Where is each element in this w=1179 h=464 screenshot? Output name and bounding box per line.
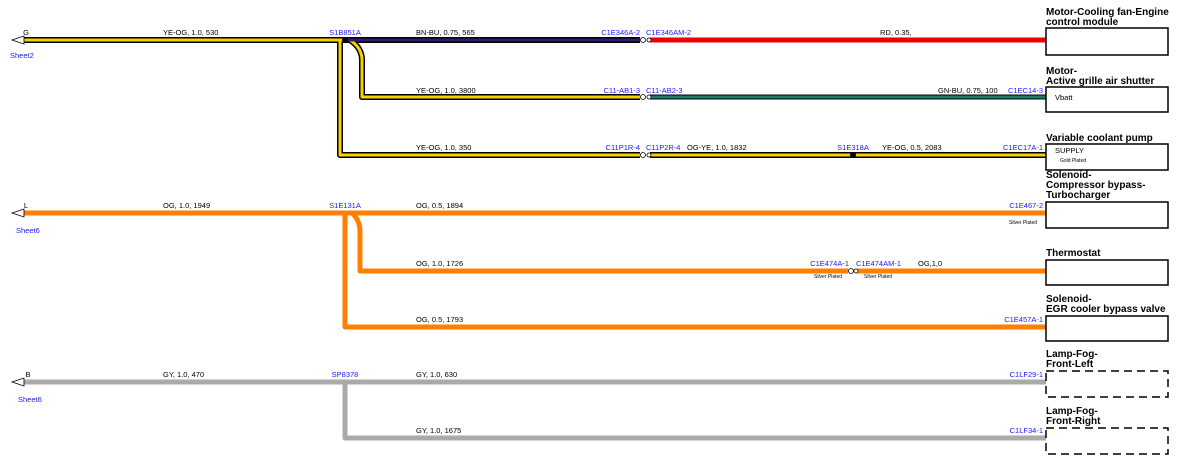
module-name: Variable coolant pump: [1046, 133, 1153, 144]
connector-label: C11-AB2-3: [646, 86, 683, 95]
connector-label: C1LF34-1: [1010, 426, 1043, 435]
connector-label: C1E346AM-2: [646, 28, 691, 37]
module-name: Motor-: [1046, 66, 1077, 77]
wire-label: BN-BU, 0.75, 565: [416, 28, 475, 37]
connector-label: C1LF29-1: [1010, 370, 1043, 379]
connector-label: C1E474A-1: [810, 259, 849, 268]
connector-label: C1E457A-1: [1004, 315, 1043, 324]
splice-label: SP8378: [332, 370, 359, 379]
connector-label: C1EC14-3: [1008, 86, 1043, 95]
sheet-ref: Sheet2: [10, 51, 34, 60]
module-name: Front-Left: [1046, 359, 1094, 370]
module-name: Thermostat: [1046, 248, 1101, 259]
module-name: Front-Right: [1046, 416, 1101, 427]
module-name: Active grille air shutter: [1046, 76, 1154, 87]
connector-label: C1EC17A-1: [1003, 143, 1043, 152]
module-name: Lamp-Fog-: [1046, 406, 1098, 417]
sheet-letter: B: [25, 370, 30, 379]
module-name: control module: [1046, 17, 1119, 28]
plating: Gold Plated: [1060, 158, 1086, 164]
splice-label: S1E131A: [329, 201, 361, 210]
plating: Silver Plated: [1009, 220, 1037, 226]
module-name: Motor-Cooling fan-Engine: [1046, 7, 1169, 18]
module-name: Solenoid-: [1046, 170, 1092, 181]
sheet-letter: L: [24, 201, 28, 210]
wire-label: YE-OG, 1.0, 530: [163, 28, 218, 37]
wire-grey: [22, 379, 1046, 441]
wire-label: GY, 1.0, 630: [416, 370, 457, 379]
sheet-arrow: [10, 35, 25, 387]
pin-label: Vbatt: [1055, 93, 1073, 102]
splice-label: S1E318A: [837, 143, 869, 152]
splice-dot: [850, 152, 856, 158]
connector-label: C1E346A-2: [601, 28, 640, 37]
splice-dot: [342, 37, 348, 43]
module-name: Compressor bypass-: [1046, 180, 1145, 191]
connector-label: C11P1R-4: [606, 143, 640, 152]
wire-label: GN-BU, 0.75, 100: [938, 86, 998, 95]
wire-label: YE-OG, 1.0, 3800: [416, 86, 476, 95]
wire-label: GY, 1.0, 1675: [416, 426, 461, 435]
wire-label: GY, 1.0, 470: [163, 370, 204, 379]
plating: Silver Plated: [814, 274, 842, 280]
wire-label: YE-OG, 1.0, 350: [416, 143, 471, 152]
wire-label: OG, 0.5, 1894: [416, 201, 463, 210]
module-boxes: [1045, 27, 1169, 455]
wire-yellow: [22, 38, 1046, 157]
splice-label: S1B851A: [329, 28, 361, 37]
wire-label: OG-YE, 1.0, 1832: [687, 143, 747, 152]
connector-label: C1E474AM-1: [856, 259, 901, 268]
wire-label: YE-OG, 0.5, 2083: [882, 143, 942, 152]
wire-label: RD, 0.35,: [880, 28, 912, 37]
module-name: Lamp-Fog-: [1046, 349, 1098, 360]
connector-label: C1E467-2: [1009, 201, 1043, 210]
module-name: Turbocharger: [1046, 190, 1110, 201]
wire-label: OG,1,0: [918, 259, 942, 268]
sheet-ref: Sheet6: [16, 226, 40, 235]
connector-label: C11P2R-4: [646, 143, 680, 152]
sheet-ref: Sheet6: [18, 395, 42, 404]
sheet-letter: G: [23, 28, 29, 37]
plating: Silver Plated: [864, 274, 892, 280]
wire-label: OG, 0.5, 1793: [416, 315, 463, 324]
connector-label: C11-AB1-3: [603, 86, 640, 95]
module-name: Solenoid-: [1046, 294, 1092, 305]
wire-orange: [22, 210, 1046, 330]
module-name: EGR cooler bypass valve: [1046, 304, 1166, 315]
wire-label: OG, 1.0, 1949: [163, 201, 210, 210]
pin-label: SUPPLY: [1055, 146, 1084, 155]
wire-label: OG, 1.0, 1726: [416, 259, 463, 268]
